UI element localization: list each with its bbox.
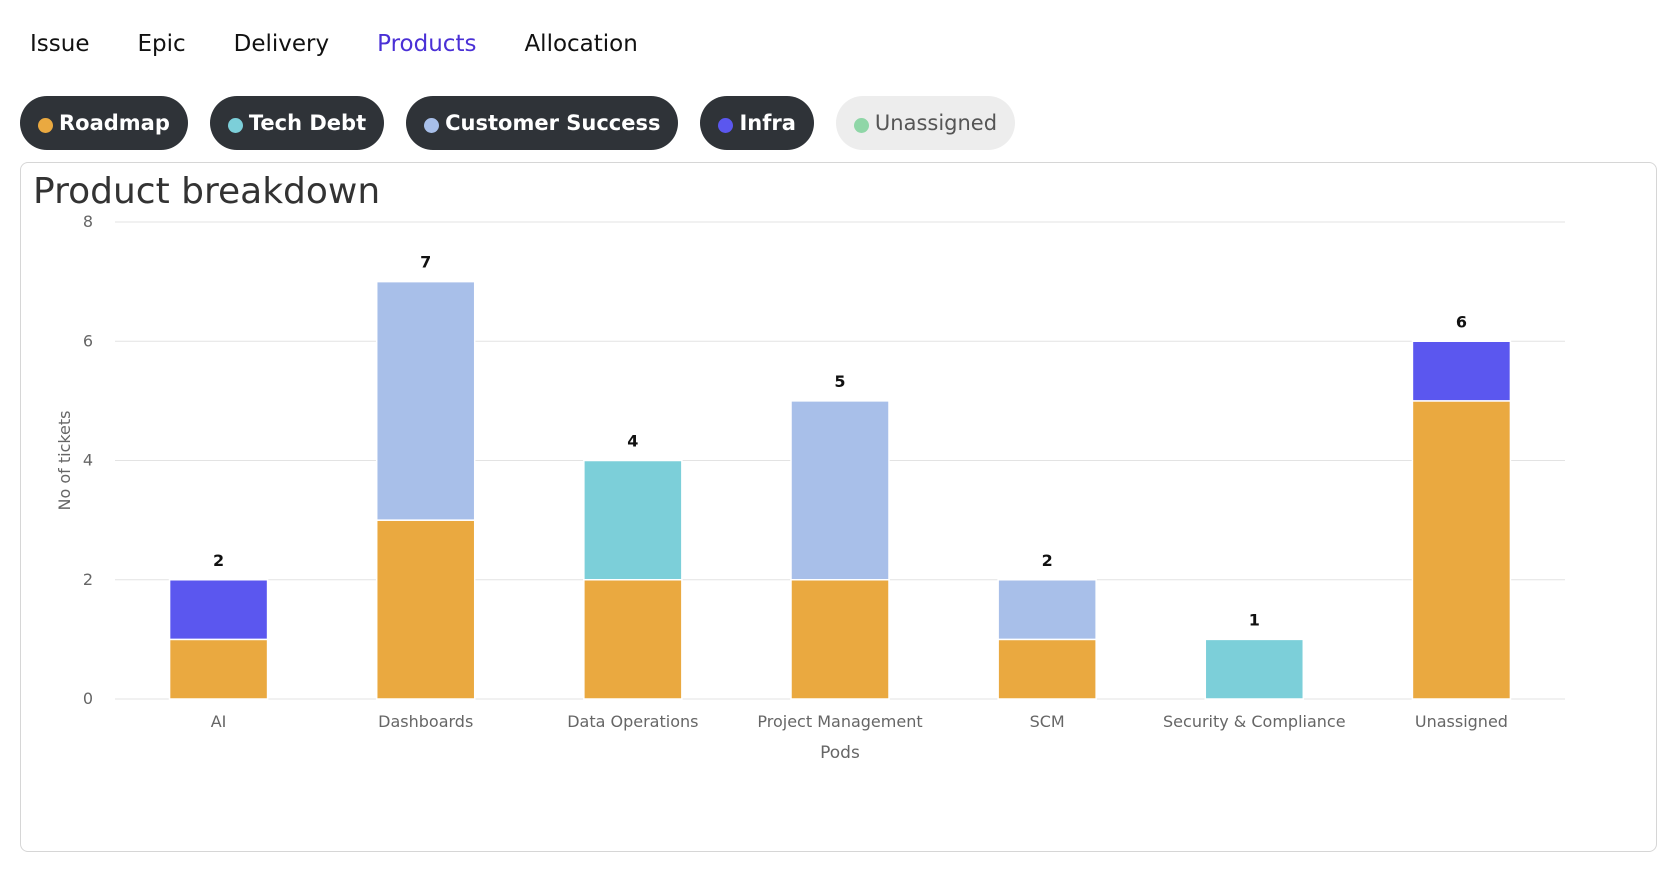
legend-dot-icon (424, 117, 440, 133)
filter-chip-infra[interactable]: Infra (700, 96, 814, 150)
y-axis-title: No of tickets (55, 410, 74, 510)
bar-segment-roadmap (790, 579, 890, 700)
chart-card: Product breakdown (20, 162, 1657, 852)
bar-segment-roadmap (583, 579, 683, 700)
x-tick-label: AI (211, 712, 227, 731)
tab-products[interactable]: Products (377, 31, 477, 57)
x-axis-title: Pods (820, 743, 860, 763)
filter-chip-label: Roadmap (59, 111, 170, 135)
x-tick-label: SCM (1030, 712, 1065, 731)
legend-dot-icon (38, 117, 53, 133)
filter-chip-tech-debt[interactable]: Tech Debt (209, 96, 385, 150)
bar-segment-tech-debt (1204, 638, 1305, 700)
filter-chip-label: Unassigned (874, 111, 998, 135)
filter-chip-label: Infra (739, 111, 796, 135)
legend-dot-icon (718, 117, 734, 133)
filter-chip-customer-success[interactable]: Customer Success (406, 96, 679, 150)
bar-segment-roadmap (375, 519, 476, 700)
bar-segment-roadmap (997, 638, 1097, 700)
bar-segment-customer-success (375, 280, 476, 521)
x-tick-label: Unassigned (1415, 712, 1508, 731)
x-tick-label: Project Management (757, 712, 922, 731)
tab-issue[interactable]: Issue (30, 31, 90, 57)
data-label: 5 (834, 372, 845, 391)
data-label: 7 (420, 253, 431, 272)
filter-chip-label: Customer Success (445, 111, 661, 135)
tab-epic[interactable]: Epic (137, 31, 186, 57)
bar-segment-customer-success (997, 579, 1097, 641)
legend-dot-icon (853, 117, 869, 133)
tab-delivery[interactable]: Delivery (233, 31, 330, 57)
filter-chip-label: Tech Debt (248, 111, 367, 135)
y-tick-label: 0 (83, 689, 93, 708)
bar-segment-roadmap (168, 638, 269, 700)
bar-segment-customer-success (790, 400, 890, 581)
x-tick-label: Dashboards (378, 712, 473, 731)
data-label: 1 (1249, 610, 1260, 629)
x-tick-label: Security & Compliance (1163, 712, 1346, 731)
bar-segment-infra (1411, 340, 1512, 402)
bar-segment-tech-debt (583, 459, 683, 581)
data-label: 2 (213, 551, 224, 570)
filter-chips: Roadmap Tech Debt Customer Success Infra Una… (20, 96, 1016, 150)
tab-bar: Issue Epic Delivery Products Allocation (30, 24, 686, 64)
y-tick-label: 4 (83, 451, 93, 470)
legend-dot-icon (227, 117, 243, 133)
chart-title: Product breakdown (33, 171, 381, 212)
y-tick-label: 6 (83, 331, 93, 350)
data-label: 4 (627, 432, 638, 451)
bar-segment-infra (168, 579, 269, 641)
x-tick-label: Data Operations (567, 712, 698, 731)
filter-chip-roadmap[interactable]: Roadmap (20, 96, 188, 150)
data-label: 2 (1042, 551, 1053, 570)
tab-allocation[interactable]: Allocation (524, 31, 638, 57)
bar-segment-roadmap (1411, 400, 1512, 700)
data-label: 6 (1456, 312, 1467, 331)
y-tick-label: 2 (83, 570, 93, 589)
filter-chip-unassigned[interactable]: Unassigned (835, 96, 1016, 150)
y-tick-label: 8 (83, 212, 93, 231)
